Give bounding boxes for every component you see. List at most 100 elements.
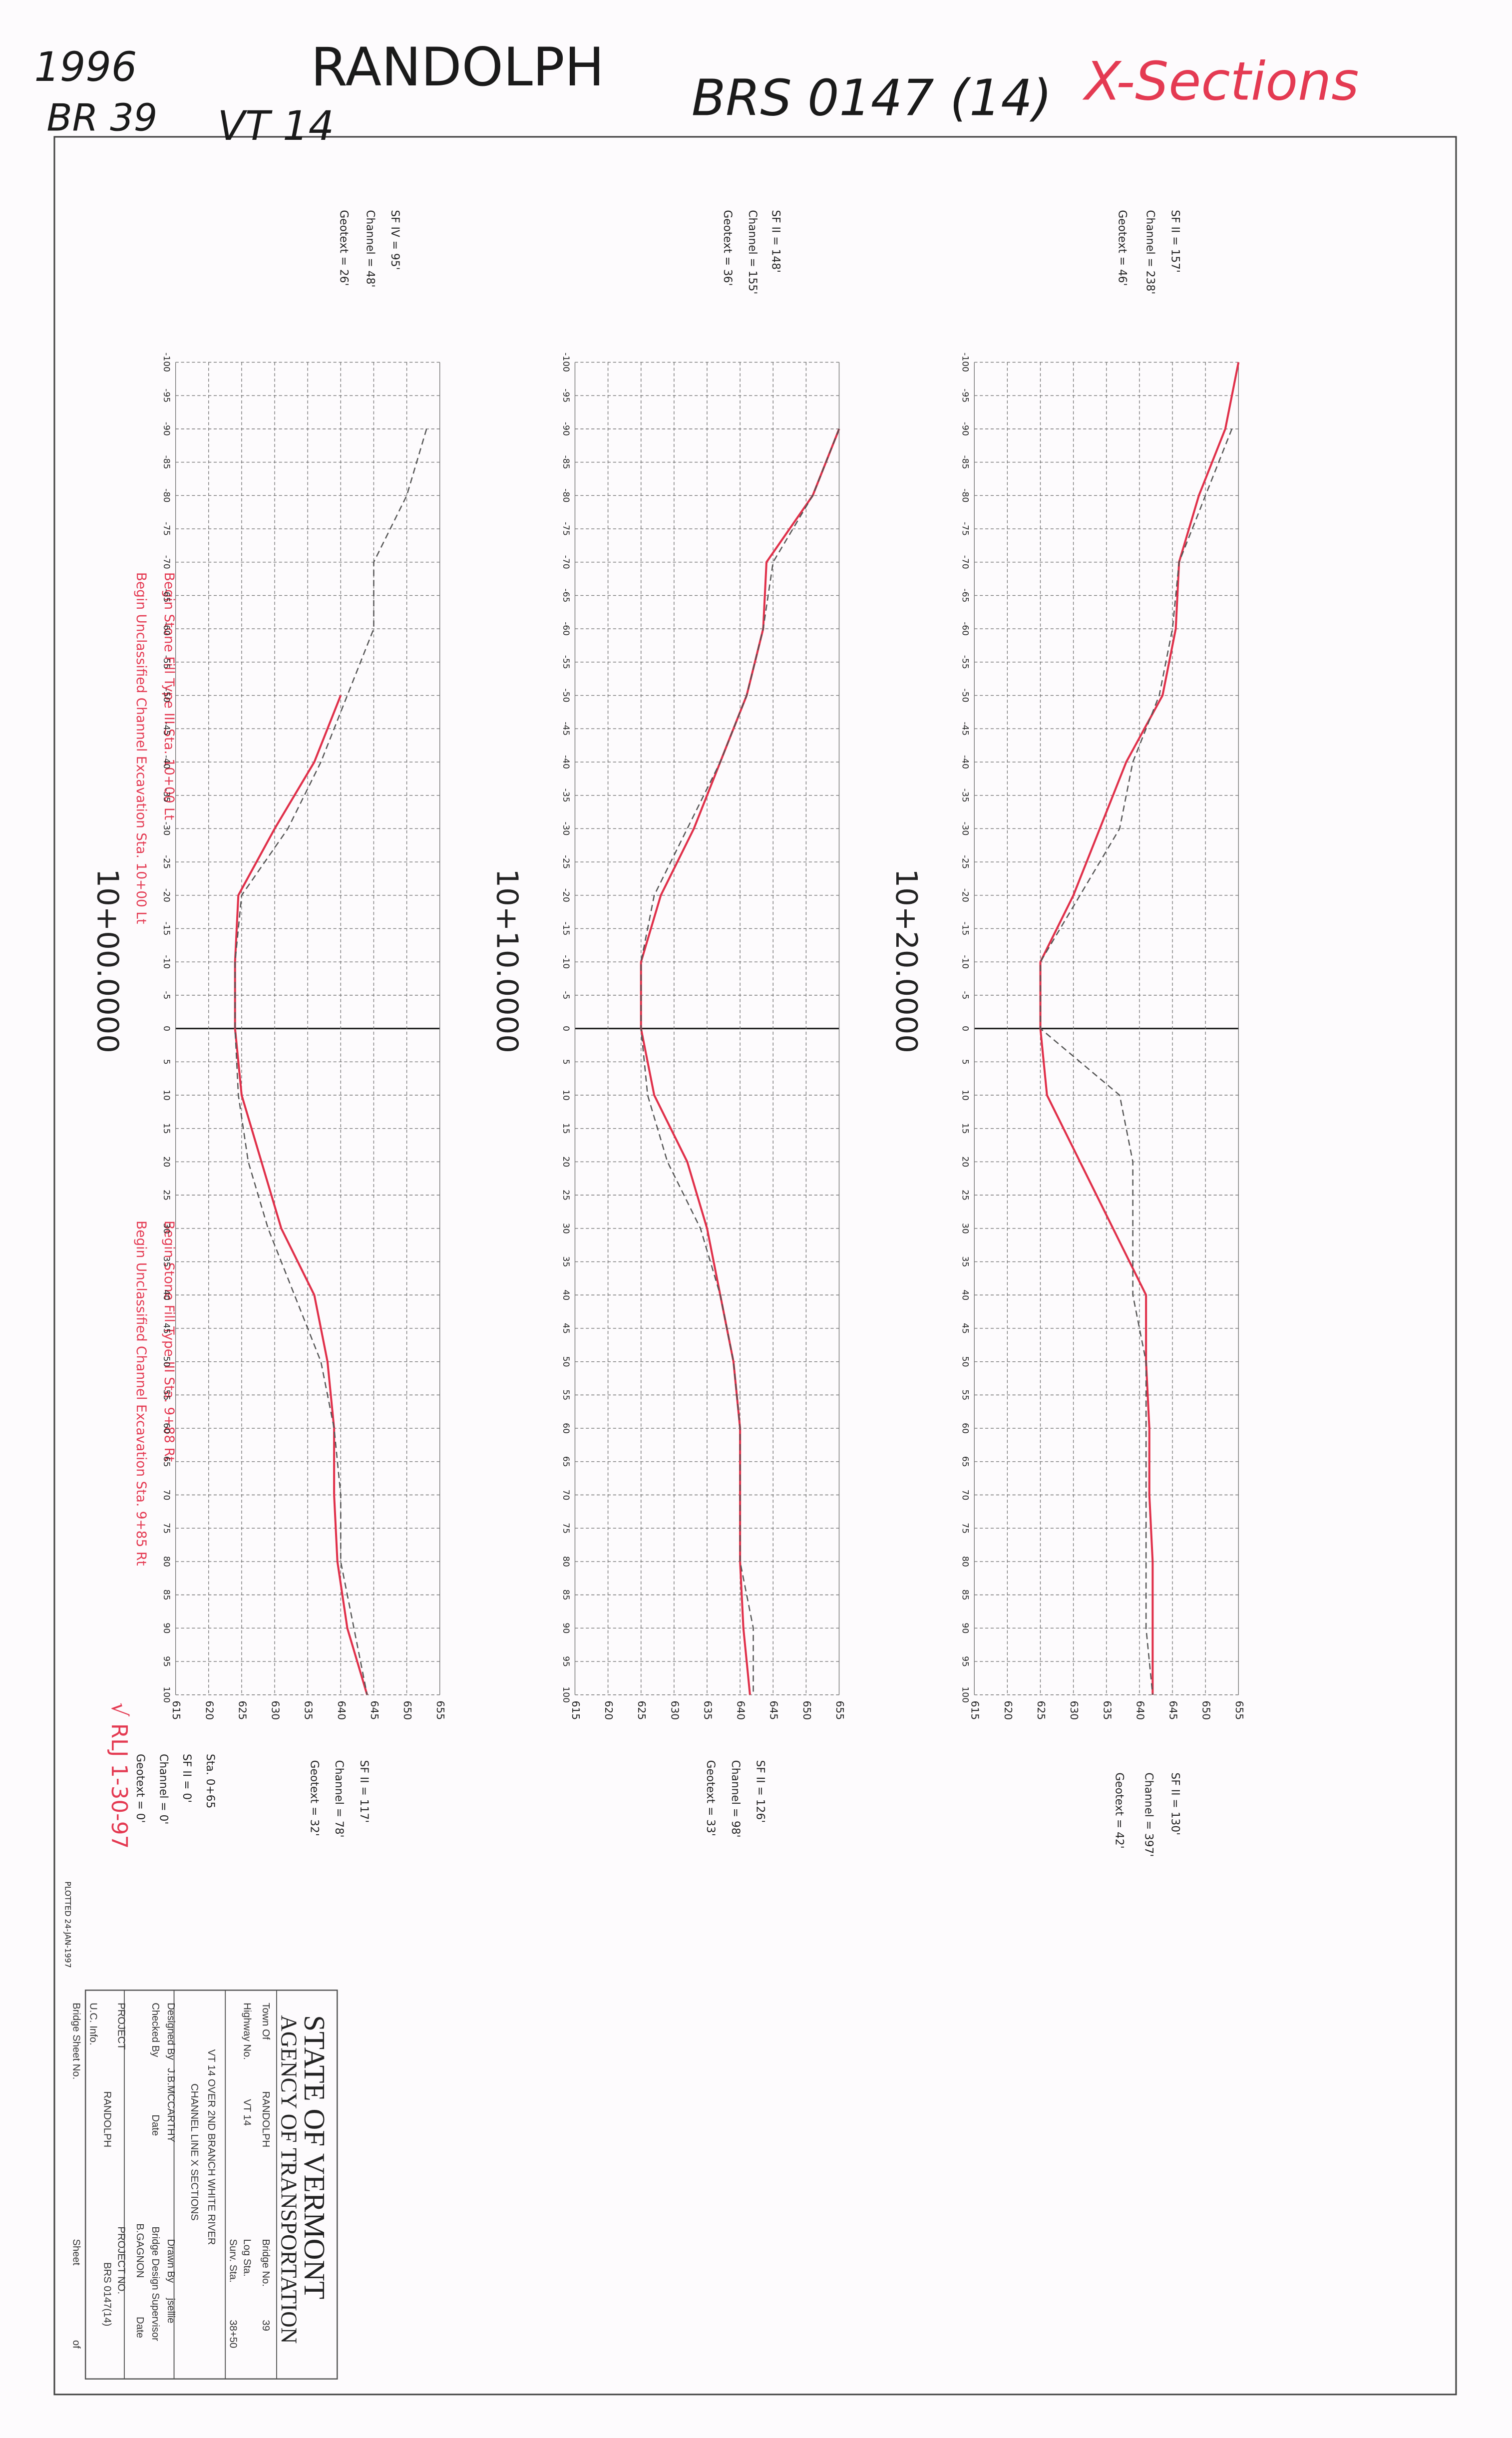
offset-tick-label: 45 (161, 1323, 171, 1334)
offset-tick-label: -15 (561, 921, 571, 935)
offset-tick-label: -20 (161, 888, 171, 902)
offset-tick-label: -25 (561, 855, 571, 869)
agency-title: AGENCY OF TRANSPORTATION (276, 2015, 301, 2344)
offset-tick-label: -15 (161, 921, 171, 935)
offset-tick-label: -55 (561, 655, 571, 669)
elevation-tick-label: 645 (1167, 1701, 1179, 1720)
offset-tick-label: 45 (561, 1323, 571, 1334)
town: RANDOLPH (311, 36, 604, 98)
offset-tick-label: -85 (561, 455, 571, 469)
elevation-tick-label: 640 (1134, 1701, 1146, 1720)
offset-tick-label: -10 (561, 955, 571, 969)
label: Log Sta. (242, 2239, 253, 2276)
elevation-tick-label: 635 (303, 1701, 315, 1720)
offset-tick-label: -100 (561, 353, 571, 372)
offset-tick-label: 70 (161, 1490, 171, 1501)
offset-tick-label: -80 (561, 488, 571, 502)
offset-tick-label: 25 (161, 1190, 171, 1201)
offset-tick-label: 70 (561, 1490, 571, 1501)
offset-tick-label: 90 (960, 1623, 970, 1633)
value: RANDOLPH (102, 2091, 113, 2147)
offset-tick-label: 10 (561, 1090, 571, 1101)
elevation-tick-label: 620 (603, 1701, 615, 1720)
elevation-tick-label: 635 (702, 1701, 714, 1720)
quantity-note: SF II = 126' (754, 1760, 766, 1823)
station-label: 10+20.0000 (889, 868, 924, 1053)
offset-tick-label: 65 (561, 1456, 571, 1467)
station-label: 10+00.0000 (90, 868, 125, 1053)
offset-tick-label: -35 (960, 789, 970, 803)
offset-tick-label: -90 (960, 422, 970, 436)
check-mark: √ RLJ 1-30-97 (106, 1702, 131, 1849)
value: VT 14 (242, 2099, 253, 2126)
offset-tick-label: -20 (960, 888, 970, 902)
offset-tick-label: 95 (960, 1656, 970, 1667)
offset-tick-label: 50 (960, 1356, 970, 1367)
offset-tick-label: 75 (161, 1523, 171, 1534)
elevation-tick-label: 625 (1035, 1701, 1047, 1720)
offset-tick-label: -25 (960, 855, 970, 869)
offset-tick-label: 0 (960, 1026, 970, 1031)
sheet-subject: X-Sections (1082, 50, 1359, 112)
station-label: 10+10.0000 (490, 868, 524, 1053)
value: BRS 0147(14) (102, 2262, 113, 2326)
elevation-tick-label: 625 (236, 1701, 248, 1720)
elevation-tick-label: 645 (369, 1701, 380, 1720)
offset-tick-label: -55 (161, 655, 171, 669)
note: Begin Stone Fill Type III Sta. 9+88 Rt (161, 1220, 177, 1462)
offset-tick-label: -95 (960, 389, 970, 403)
offset-tick-label: 15 (161, 1123, 171, 1134)
profile-line (640, 428, 840, 1695)
profile-line (1040, 428, 1233, 1695)
offset-tick-label: 50 (561, 1356, 571, 1367)
border (53, 136, 1457, 2396)
label: Highway No. (242, 2003, 253, 2060)
state-title: STATE OF VERMONT (298, 2015, 331, 2299)
note: Sta. 0+65 (204, 1754, 216, 1808)
offset-tick-label: 95 (161, 1656, 171, 1667)
quantity-note: Geotext = 33' (704, 1760, 717, 1836)
offset-tick-label: -30 (161, 821, 171, 835)
elevation-tick-label: 635 (1101, 1701, 1113, 1720)
offset-tick-label: 60 (161, 1423, 171, 1434)
value: 39 (260, 2320, 271, 2331)
elevation-tick-label: 620 (203, 1701, 215, 1720)
offset-tick-label: -30 (960, 821, 970, 835)
offset-tick-label: -5 (561, 991, 571, 999)
offset-tick-label: -10 (161, 955, 171, 969)
offset-tick-label: -5 (960, 991, 970, 999)
label: Bridge Sheet No. (70, 2003, 81, 2079)
offset-tick-label: 45 (960, 1323, 970, 1334)
offset-tick-label: -60 (161, 622, 171, 636)
title-block-frame (84, 1990, 338, 2380)
quantity-note: Channel = 155' (746, 210, 758, 294)
offset-tick-label: -45 (561, 722, 571, 736)
offset-tick-label: -80 (960, 488, 970, 502)
offset-tick-label: -5 (161, 991, 171, 999)
quantity-note: SF II = 117' (358, 1760, 370, 1823)
offset-tick-label: 5 (161, 1059, 171, 1065)
label: Drawn By (165, 2239, 176, 2283)
description: VT 14 OVER 2ND BRANCH WHITE RIVER (206, 2049, 217, 2245)
offset-tick-label: 25 (561, 1190, 571, 1201)
elevation-tick-label: 645 (768, 1701, 780, 1720)
offset-tick-label: 85 (161, 1590, 171, 1601)
profile-line (234, 695, 369, 1695)
offset-tick-label: 70 (960, 1490, 970, 1501)
fill-notes: Begin Stone Fill Type III Sta. 10+00 Lt … (133, 572, 177, 1566)
label: Date (134, 2317, 145, 2338)
offset-tick-label: -40 (960, 755, 970, 769)
title-block: STATE OF VERMONT AGENCY OF TRANSPORTATIO… (70, 1990, 338, 2380)
quantity-note: Channel = 397' (1142, 1772, 1155, 1857)
label: Surv. Sta. (228, 2239, 239, 2282)
label: PROJECT NO. (116, 2227, 127, 2295)
elevation-tick-label: 650 (1200, 1701, 1212, 1720)
offset-tick-label: 35 (960, 1256, 970, 1267)
offset-tick-label: 90 (161, 1623, 171, 1633)
offset-tick-label: -45 (960, 722, 970, 736)
offset-tick-label: 50 (161, 1356, 171, 1367)
offset-tick-label: -85 (161, 455, 171, 469)
offset-tick-label: 85 (960, 1590, 970, 1601)
